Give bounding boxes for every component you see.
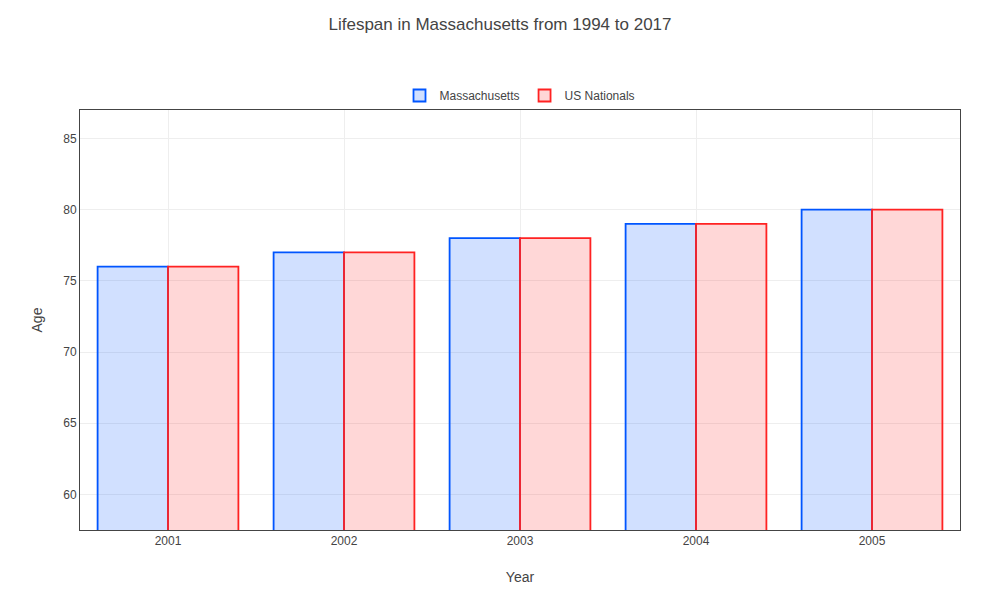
svg-text:2002: 2002 [331,534,358,548]
svg-text:2003: 2003 [507,534,534,548]
svg-text:70: 70 [63,345,77,359]
svg-text:2004: 2004 [683,534,710,548]
svg-text:2001: 2001 [155,534,182,548]
svg-text:75: 75 [63,274,77,288]
svg-text:Age: Age [29,307,45,332]
svg-text:2005: 2005 [859,534,886,548]
svg-text:Massachusetts: Massachusetts [440,89,520,103]
svg-text:60: 60 [63,488,77,502]
svg-text:85: 85 [63,132,77,146]
svg-text:80: 80 [63,203,77,217]
svg-text:Year: Year [506,569,535,585]
svg-text:US Nationals: US Nationals [565,89,635,103]
svg-text:65: 65 [63,416,77,430]
svg-text:Lifespan in Massachusetts from: Lifespan in Massachusetts from 1994 to 2… [328,15,671,34]
